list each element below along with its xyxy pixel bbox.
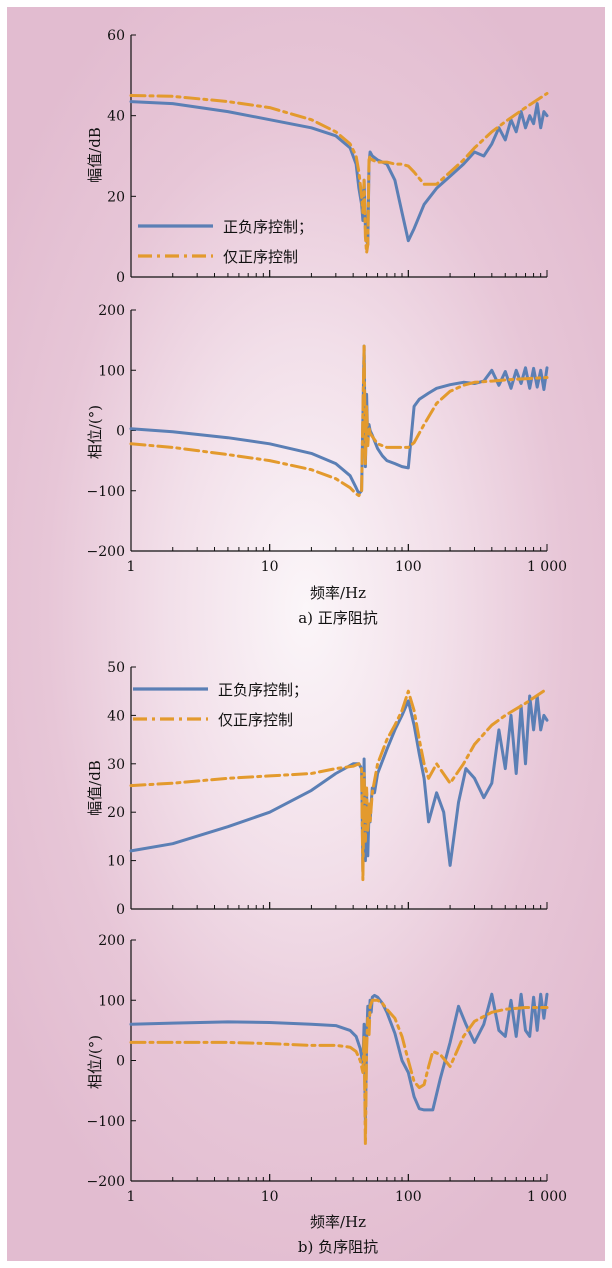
ylabel-b-phase: 相位/(°) bbox=[86, 1035, 104, 1089]
x-tick-label-b-phase: 1 000 bbox=[527, 1189, 567, 1205]
figure-panel bbox=[7, 7, 605, 1261]
y-tick-label-a-phase: −100 bbox=[87, 484, 125, 500]
series-pos-only-control-b-mag bbox=[129, 687, 549, 882]
x-tick-label-a-phase: 100 bbox=[395, 559, 422, 575]
y-tick-label-b-phase: −200 bbox=[87, 1174, 125, 1190]
x-tick-label-a-phase: 10 bbox=[261, 559, 279, 575]
ylabel-a-mag: 幅值/dB bbox=[86, 127, 104, 183]
y-tick-label-b-mag: 30 bbox=[107, 757, 125, 773]
xlabel-b: 频率/Hz bbox=[310, 1213, 366, 1231]
xlabel-a: 频率/Hz bbox=[310, 584, 366, 602]
legend-b-label-1: 正负序控制； bbox=[218, 681, 308, 699]
series-pos-neg-control-b-phase bbox=[129, 992, 549, 1123]
ylabel-b-mag: 幅值/dB bbox=[86, 760, 104, 816]
x-tick-label-a-phase: 1 bbox=[127, 559, 136, 575]
x-tick-label-b-phase: 10 bbox=[261, 1189, 279, 1205]
y-tick-label-b-phase: −100 bbox=[87, 1114, 125, 1130]
legend-a: 正负序控制； 仅正序控制 bbox=[138, 218, 313, 266]
caption-a: a) 正序阻抗 bbox=[298, 609, 378, 627]
y-tick-label-b-phase: 200 bbox=[98, 933, 125, 949]
legend-a-label-2: 仅正序控制 bbox=[223, 248, 298, 266]
series-pos-neg-control-a-mag bbox=[129, 100, 549, 247]
y-tick-label-a-phase: 0 bbox=[116, 424, 125, 440]
y-tick-label-b-mag: 40 bbox=[107, 708, 125, 724]
x-tick-label-a-phase: 1 000 bbox=[527, 559, 567, 575]
y-tick-label-b-mag: 10 bbox=[107, 854, 125, 870]
y-tick-label-b-phase: 0 bbox=[116, 1054, 125, 1070]
y-tick-label-a-mag: 60 bbox=[107, 28, 125, 44]
y-tick-label-a-mag: 20 bbox=[107, 189, 125, 205]
y-tick-label-a-mag: 40 bbox=[107, 109, 125, 125]
caption-b: b) 负序阻抗 bbox=[298, 1238, 378, 1256]
series-pos-neg-control-a-phase bbox=[129, 344, 549, 496]
y-tick-label-a-phase: 200 bbox=[98, 303, 125, 319]
legend-b: 正负序控制； 仅正序控制 bbox=[133, 681, 308, 729]
y-tick-label-a-mag: 0 bbox=[116, 270, 125, 286]
legend-b-label-2: 仅正序控制 bbox=[218, 711, 293, 729]
y-tick-label-b-mag: 0 bbox=[116, 902, 125, 918]
series-pos-only-control-b-phase bbox=[129, 998, 549, 1147]
legend-a-label-1: 正负序控制； bbox=[223, 218, 313, 236]
y-tick-label-b-mag: 50 bbox=[107, 660, 125, 676]
x-tick-label-b-phase: 100 bbox=[395, 1189, 422, 1205]
series-pos-only-control-a-mag bbox=[129, 92, 549, 255]
y-tick-label-b-phase: 100 bbox=[98, 993, 125, 1009]
series-pos-only-control-a-phase bbox=[129, 344, 549, 498]
y-tick-label-b-mag: 20 bbox=[107, 805, 125, 821]
y-tick-label-a-phase: −200 bbox=[87, 544, 125, 560]
x-tick-label-b-phase: 1 bbox=[127, 1189, 136, 1205]
y-tick-label-a-phase: 100 bbox=[98, 363, 125, 379]
ylabel-a-phase: 相位/(°) bbox=[86, 405, 104, 459]
series-pos-neg-control-b-mag bbox=[129, 694, 549, 872]
